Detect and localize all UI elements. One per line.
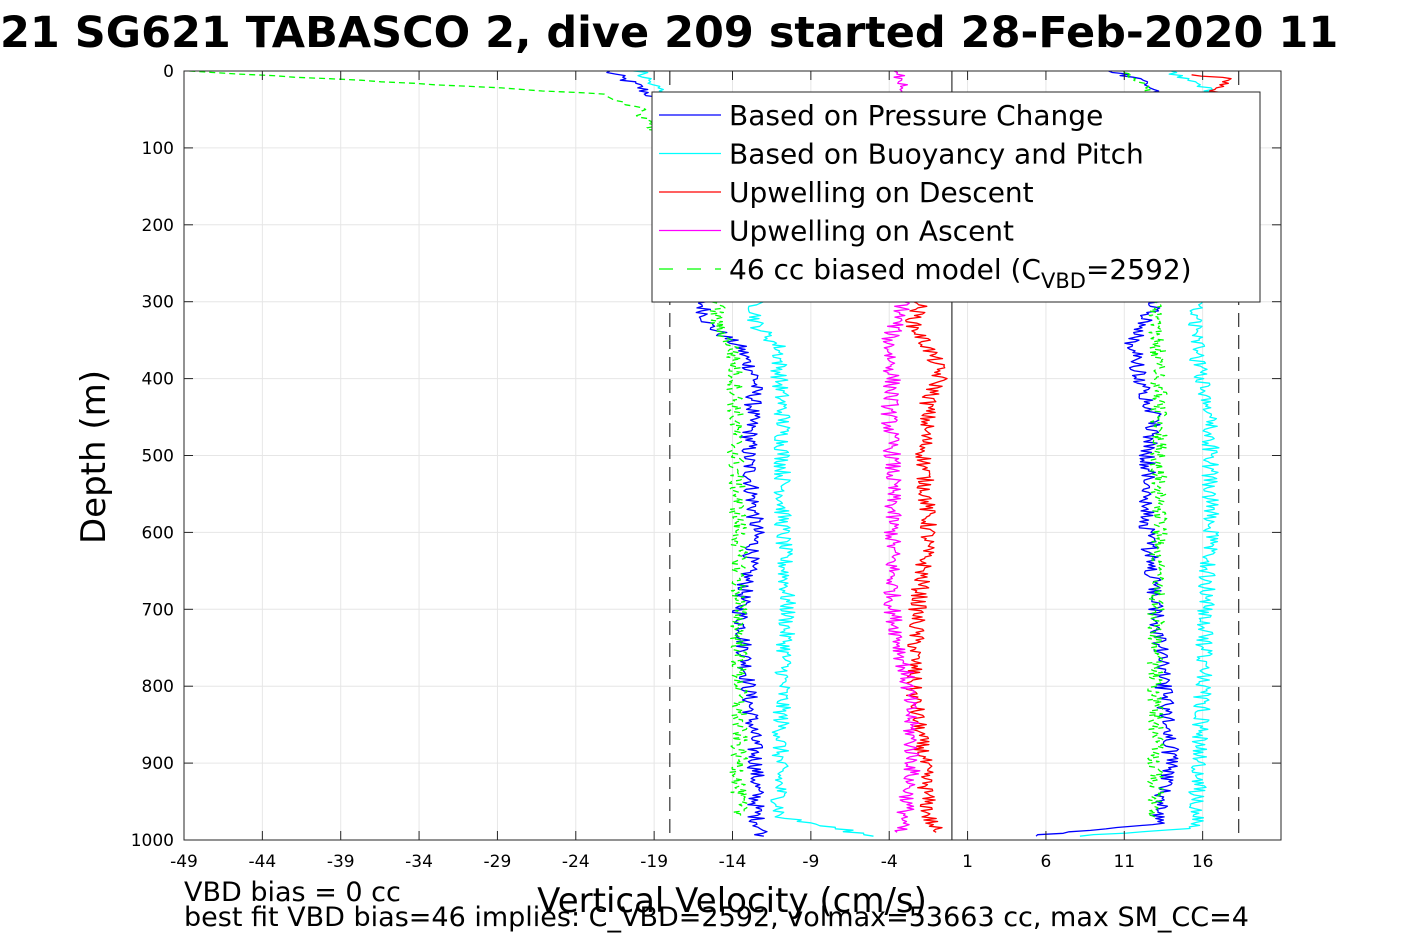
y-tick-label: 300	[142, 293, 174, 313]
y-tick-label: 1000	[131, 831, 174, 851]
x-tick-label: -9	[802, 852, 819, 872]
x-tick-label: 6	[1041, 852, 1052, 872]
legend: Based on Pressure Change Based on Buoyanc…	[651, 91, 1261, 303]
legend-box	[651, 91, 1261, 303]
footer-vbd-bias: VBD bias = 0 cc	[184, 877, 401, 908]
x-tick-label: -4	[881, 852, 898, 872]
series-46-cc-biased-model-c-vbd-2592-ascent	[1120, 71, 1168, 818]
y-tick-label: 400	[142, 370, 174, 390]
y-tick-label: 900	[142, 754, 174, 774]
x-tick-label: 1	[962, 852, 973, 872]
legend-label: Based on Buoyancy and Pitch	[729, 138, 1144, 171]
y-tick-label: 800	[142, 677, 174, 697]
footer-best-fit: best fit VBD bias=46 implies: C_VBD=2592…	[184, 902, 1249, 933]
x-axis-label: Vertical Velocity (cm/s)	[537, 881, 927, 921]
x-tick-label: 11	[1113, 852, 1135, 872]
y-tick-label: 500	[142, 447, 174, 467]
x-tick-label: 16	[1192, 852, 1214, 872]
x-tick-label: -44	[248, 852, 276, 872]
chart-title: 21 SG621 TABASCO 2, dive 209 started 28-…	[0, 8, 1338, 58]
x-tick-label: -19	[640, 852, 668, 872]
y-axis-label: Depth (m)	[74, 370, 114, 544]
axis-ticks: -49 -44 -39 -34 -29 -24 -19 -14 -9 -4 1 6 11 16010020…	[131, 62, 1281, 872]
legend-label: Upwelling on Descent	[729, 176, 1034, 209]
x-tick-label: -49	[170, 852, 198, 872]
y-tick-label: 0	[163, 62, 174, 82]
x-tick-label: -24	[562, 852, 590, 872]
x-tick-label: -14	[719, 852, 747, 872]
y-tick-label: 600	[142, 523, 174, 543]
x-tick-label: -34	[405, 852, 433, 872]
x-tick-label: -29	[484, 852, 512, 872]
legend-label: 46 cc biased model (CVBD=2592)	[729, 253, 1192, 293]
y-tick-label: 100	[142, 139, 174, 159]
legend-label: Upwelling on Ascent	[729, 215, 1014, 248]
x-tick-label: -39	[327, 852, 355, 872]
y-tick-label: 700	[142, 600, 174, 620]
y-tick-label: 200	[142, 216, 174, 236]
legend-label: Based on Pressure Change	[729, 99, 1103, 132]
